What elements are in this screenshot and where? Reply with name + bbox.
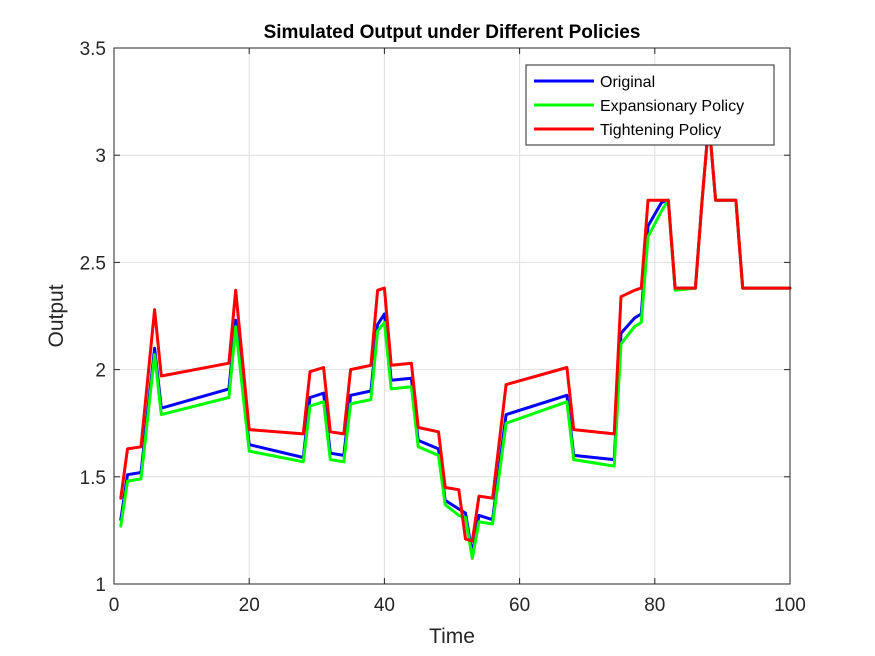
legend-label: Tightening Policy: [600, 122, 721, 139]
y-tick-label: 1: [95, 575, 106, 596]
legend: Original Expansionary Policy Tightening Po…: [525, 64, 775, 146]
plot-frame: [113, 47, 791, 585]
legend-label: Expansionary Policy: [600, 98, 744, 115]
x-tick-label: 20: [239, 595, 260, 616]
x-tick-label: 80: [644, 595, 665, 616]
legend-label: Original: [600, 74, 655, 91]
axis-ticks: 0 20 40 60 80 100 1 1.5 2 2.5 3 3.5: [80, 39, 806, 616]
chart-title: Simulated Output under Different Policie…: [264, 22, 641, 43]
y-tick-label: 2.5: [80, 253, 106, 274]
x-tick-label: 60: [509, 595, 530, 616]
y-tick-label: 3: [95, 146, 106, 167]
series-lines: [119, 119, 792, 560]
y-tick-label: 2: [95, 361, 106, 382]
x-tick-label: 40: [374, 595, 395, 616]
y-tick-label: 1.5: [80, 468, 106, 489]
x-tick-label: 100: [774, 595, 806, 616]
x-axis-label: Time: [429, 625, 475, 648]
x-tick-label: 0: [109, 595, 120, 616]
y-tick-label: 3.5: [80, 39, 106, 60]
series-line-tightening-policy: [119, 119, 792, 543]
y-axis-label: Output: [45, 284, 68, 347]
